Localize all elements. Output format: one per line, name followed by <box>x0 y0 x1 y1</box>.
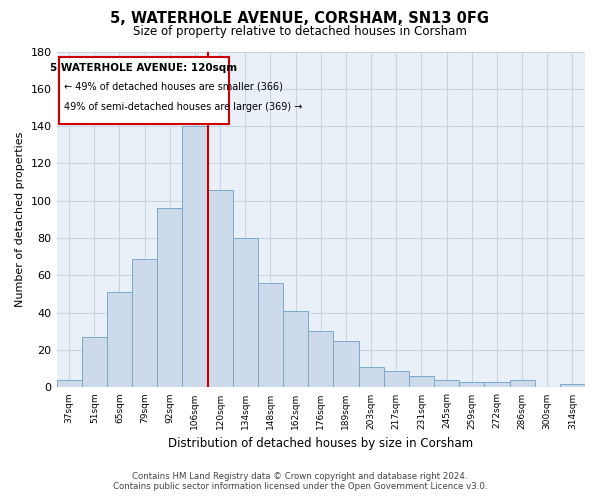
Bar <box>82 337 107 388</box>
Bar <box>383 370 409 388</box>
Bar <box>258 283 283 388</box>
Bar <box>409 376 434 388</box>
FancyBboxPatch shape <box>59 56 229 124</box>
Bar <box>359 367 383 388</box>
Bar <box>308 332 334 388</box>
Text: 49% of semi-detached houses are larger (369) →: 49% of semi-detached houses are larger (… <box>64 102 303 112</box>
Bar <box>560 384 585 388</box>
Bar <box>208 190 233 388</box>
Bar <box>484 382 509 388</box>
Bar <box>157 208 182 388</box>
Bar <box>132 258 157 388</box>
Bar <box>509 380 535 388</box>
Bar <box>107 292 132 388</box>
Text: 5 WATERHOLE AVENUE: 120sqm: 5 WATERHOLE AVENUE: 120sqm <box>50 64 238 74</box>
Bar <box>56 380 82 388</box>
Bar <box>283 311 308 388</box>
Text: Contains HM Land Registry data © Crown copyright and database right 2024.
Contai: Contains HM Land Registry data © Crown c… <box>113 472 487 491</box>
X-axis label: Distribution of detached houses by size in Corsham: Distribution of detached houses by size … <box>168 437 473 450</box>
Bar <box>233 238 258 388</box>
Text: ← 49% of detached houses are smaller (366): ← 49% of detached houses are smaller (36… <box>64 82 283 92</box>
Text: Size of property relative to detached houses in Corsham: Size of property relative to detached ho… <box>133 25 467 38</box>
Bar <box>334 341 359 388</box>
Y-axis label: Number of detached properties: Number of detached properties <box>15 132 25 307</box>
Bar <box>434 380 459 388</box>
Bar <box>182 126 208 388</box>
Text: 5, WATERHOLE AVENUE, CORSHAM, SN13 0FG: 5, WATERHOLE AVENUE, CORSHAM, SN13 0FG <box>110 11 490 26</box>
Bar <box>459 382 484 388</box>
